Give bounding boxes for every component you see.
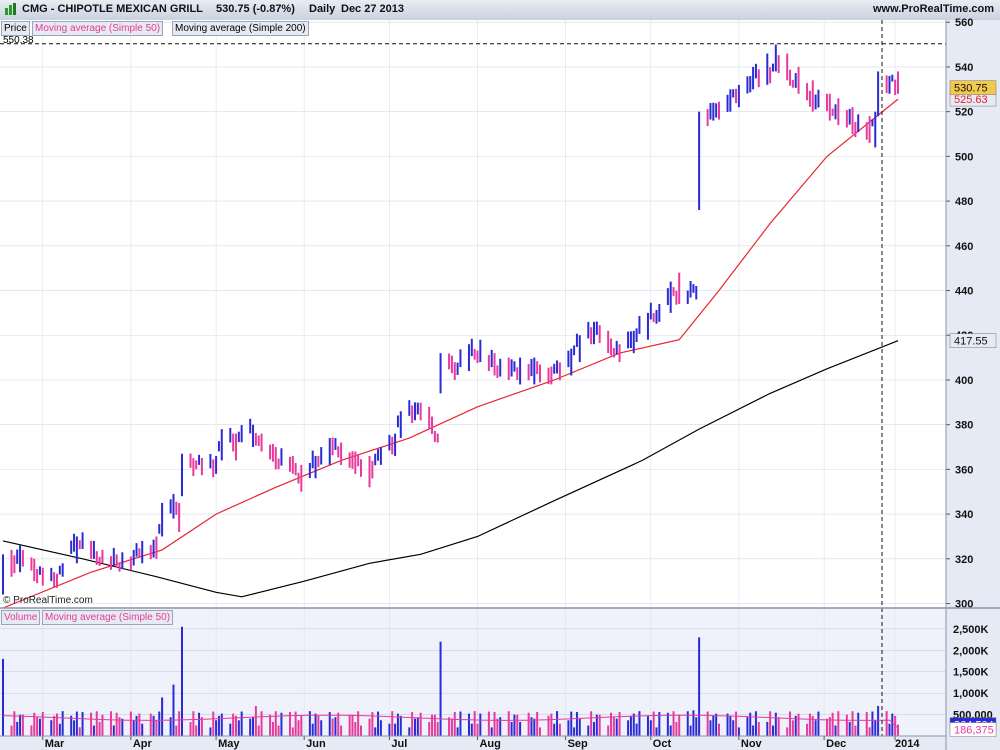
- last-price-tag: 530.75: [954, 83, 988, 95]
- legend-volume-ma[interactable]: Moving average (Simple 50): [42, 610, 174, 625]
- price-panel-bg: [0, 20, 946, 608]
- volume-tick-label: 1,000K: [953, 688, 989, 700]
- x-tick-label: Oct: [653, 738, 672, 750]
- instrument-title: CMG - CHIPOTLE MEXICAN GRILL: [22, 3, 203, 15]
- legend-ma50[interactable]: Moving average (Simple 50): [32, 21, 164, 36]
- x-tick-label: Sep: [568, 738, 588, 750]
- y-tick-label: 320: [955, 554, 973, 566]
- y-axis-bg: [946, 20, 1000, 736]
- legend-price[interactable]: Price: [1, 21, 30, 36]
- volume-tick-label: 1,500K: [953, 667, 989, 679]
- y-tick-label: 400: [955, 375, 973, 387]
- ma50-tag: 525.63: [954, 94, 988, 106]
- x-tick-label: Jun: [306, 738, 326, 750]
- x-axis-bg: [0, 736, 1000, 750]
- volume-ma-tag-bg: [949, 722, 997, 737]
- volume-ma-tag: 186,375: [954, 725, 994, 737]
- x-tick-label: Apr: [133, 738, 153, 750]
- x-tick-label: 2014: [895, 738, 920, 750]
- legend-ma200[interactable]: Moving average (Simple 200): [172, 21, 309, 36]
- y-tick-label: 520: [955, 107, 973, 119]
- y-tick-label: 440: [955, 286, 973, 298]
- y-tick-label: 560: [955, 17, 973, 29]
- x-tick-label: Nov: [741, 738, 763, 750]
- last-change: 530.75 (-0.87%): [216, 3, 295, 15]
- y-tick-label: 380: [955, 420, 973, 432]
- volume-tick-label: 2,500K: [953, 624, 989, 636]
- y-tick-label: 340: [955, 509, 973, 521]
- date-label: Dec 27 2013: [341, 3, 404, 15]
- x-tick-label: Aug: [479, 738, 500, 750]
- y-tick-label: 480: [955, 196, 973, 208]
- legend-volume[interactable]: Volume: [1, 610, 41, 625]
- high-line-label: 550.38: [3, 35, 34, 46]
- period-label: Daily: [309, 3, 336, 15]
- title-bar: CMG - CHIPOTLE MEXICAN GRILL 530.75 (-0.…: [0, 0, 1000, 21]
- y-tick-label: 500: [955, 151, 973, 163]
- volume-tick-label: 2,000K: [953, 645, 989, 657]
- ma200-tag-bg: [949, 333, 997, 348]
- y-tick-label: 460: [955, 241, 973, 253]
- ma50-line: [2, 98, 899, 609]
- last-price-tag-bg: [949, 80, 997, 95]
- x-tick-label: May: [218, 738, 240, 750]
- ma200-line: [2, 340, 899, 598]
- ma200-tag: 417.55: [954, 336, 988, 348]
- x-tick-label: Mar: [45, 738, 65, 750]
- x-tick-label: Jul: [391, 738, 407, 750]
- site-label: www.ProRealTime.com: [872, 3, 994, 15]
- copyright: © ProRealTime.com: [3, 595, 93, 606]
- y-tick-label: 360: [955, 464, 973, 476]
- volume-ma-line: [2, 714, 899, 729]
- app-icon: [4, 3, 18, 17]
- x-tick-label: Dec: [826, 738, 846, 750]
- y-tick-label: 540: [955, 62, 973, 74]
